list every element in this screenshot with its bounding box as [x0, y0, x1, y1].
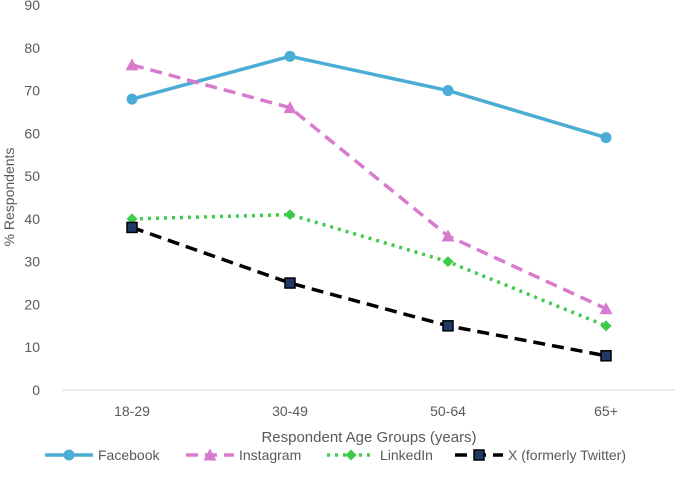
data-point: [442, 256, 454, 268]
y-tick-label: 30: [24, 254, 40, 270]
legend: Facebook Instagram LinkedIn X (formerly Twi…: [45, 447, 626, 463]
y-tick-label: 10: [24, 339, 40, 355]
data-point: [441, 229, 455, 242]
legend-item: Instagram: [186, 447, 301, 463]
y-tick-label: 50: [24, 168, 40, 184]
y-tick-label: 0: [32, 382, 40, 398]
y-tick-label: 90: [24, 0, 40, 13]
series-line: [131, 63, 607, 311]
series-group: [125, 50, 613, 362]
data-point: [600, 320, 612, 332]
legend-marker: [203, 448, 217, 461]
y-tick-label: 40: [24, 211, 40, 227]
x-axis-label: Respondent Age Groups (years): [261, 429, 476, 446]
x-tick-label: 30-49: [272, 403, 308, 419]
y-tick-label: 80: [24, 40, 40, 56]
legend-label: Facebook: [98, 447, 160, 463]
legend-label: LinkedIn: [380, 447, 433, 463]
data-point: [600, 132, 612, 144]
series-3: [126, 221, 612, 362]
legend-item: X (formerly Twitter): [455, 447, 626, 463]
data-point: [284, 277, 296, 289]
data-point: [284, 50, 296, 62]
series-line: [131, 225, 607, 358]
legend-label: X (formerly Twitter): [508, 447, 626, 463]
data-point: [599, 302, 613, 315]
series-2: [126, 209, 612, 332]
series-line: [131, 212, 607, 328]
legend-marker: [63, 449, 75, 461]
data-point: [442, 320, 454, 332]
x-tick-label: 65+: [594, 403, 618, 419]
data-point: [283, 101, 297, 114]
series-1: [125, 58, 613, 315]
series-0: [126, 50, 612, 144]
data-point: [126, 93, 138, 105]
data-point: [284, 209, 296, 221]
data-point: [125, 58, 139, 71]
data-point: [442, 85, 454, 97]
x-tick-label: 50-64: [430, 403, 466, 419]
legend-marker: [473, 449, 485, 461]
y-axis-ticks: 0 10 20 30 40 50 60 70 80 90: [24, 0, 40, 398]
legend-item: Facebook: [45, 447, 160, 463]
y-tick-label: 60: [24, 125, 40, 141]
y-tick-label: 70: [24, 83, 40, 99]
data-point: [600, 350, 612, 362]
data-point: [126, 213, 138, 225]
y-tick-label: 20: [24, 296, 40, 312]
data-point: [126, 221, 138, 234]
legend-item: LinkedIn: [327, 447, 433, 463]
x-tick-label: 18-29: [114, 403, 150, 419]
series-line: [131, 54, 607, 140]
x-axis-ticks: 18-29 30-49 50-64 65+: [114, 403, 618, 419]
legend-label: Instagram: [239, 447, 301, 463]
y-axis-label: % Respondents: [1, 148, 17, 247]
legend-marker: [345, 449, 357, 461]
